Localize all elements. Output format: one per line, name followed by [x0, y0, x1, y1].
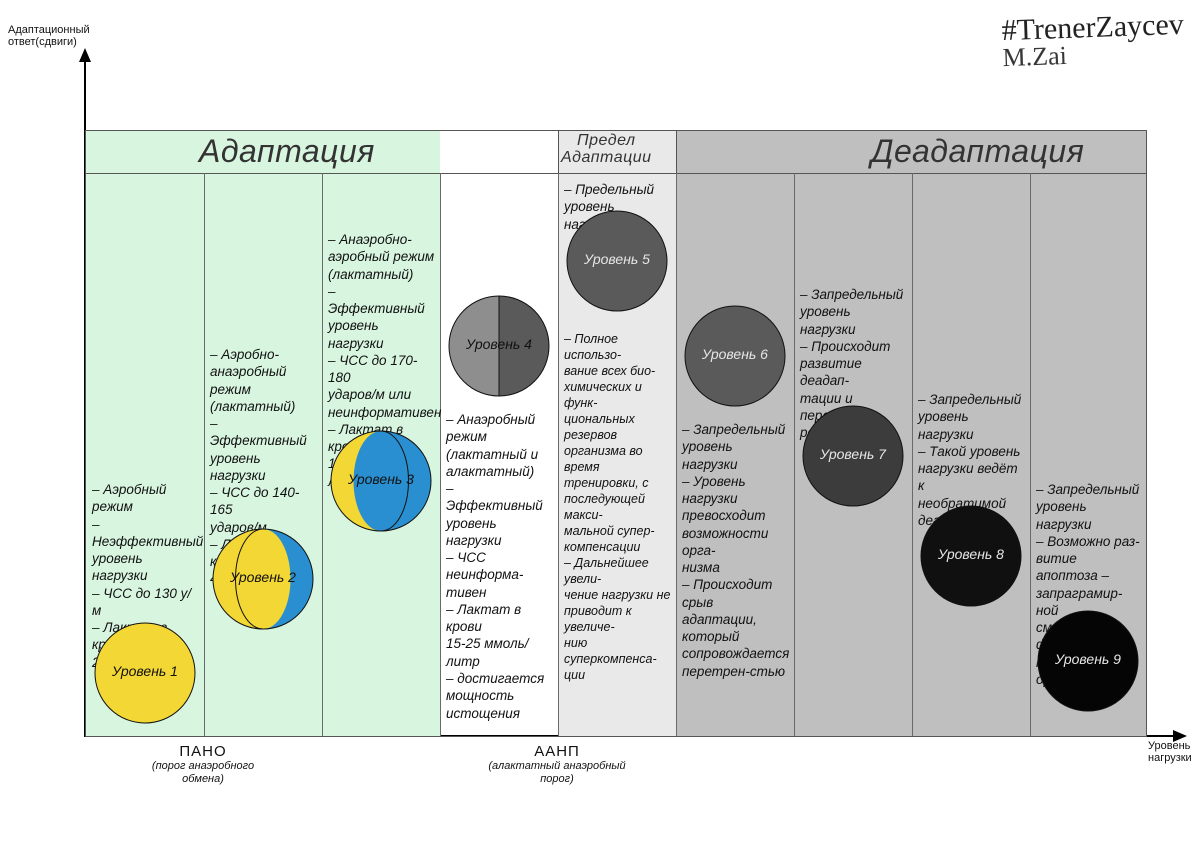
level-circle-label: Уровень 8: [919, 546, 1023, 562]
column-divider: [794, 173, 795, 736]
column-divider: [322, 173, 323, 736]
y-axis-arrow: [79, 48, 91, 62]
level-circle: Уровень 1: [93, 621, 197, 725]
level-circle-label: Уровень 1: [93, 663, 197, 679]
plot-area: АдаптацияПредел АдаптацииДеадаптация– Аэ…: [85, 130, 1147, 737]
level-circle-label: Уровень 7: [801, 446, 905, 462]
zone-title-adapt: Адаптация: [199, 133, 375, 170]
column-divider: [1030, 173, 1031, 736]
threshold-label: ААНП(алактатный анаэробный порог): [477, 743, 637, 786]
zone-title-limit: Предел Адаптации: [561, 133, 652, 167]
level-circle-label: Уровень 9: [1036, 651, 1140, 667]
y-axis-label: Адаптационный ответ(сдвиги): [8, 24, 90, 48]
column-divider: [558, 173, 559, 736]
header-divider: [86, 173, 1146, 174]
level-circle-label: Уровень 6: [683, 346, 787, 362]
zone-title-deadapt: Деадаптация: [871, 133, 1084, 170]
author-signature: #TrenerZaycevM.Zai: [1001, 5, 1185, 73]
column-divider: [204, 173, 205, 736]
level-circle-label: Уровень 2: [211, 569, 315, 585]
level-desc: – Запредельный уровень нагрузки – Уровен…: [682, 421, 790, 680]
level-circle: Уровень 9: [1036, 609, 1140, 713]
level-circle-label: Уровень 5: [565, 251, 669, 267]
level-circle-label: Уровень 4: [447, 336, 551, 352]
column-divider: [912, 173, 913, 736]
level-circle: Уровень 7: [801, 404, 905, 508]
level-circle-label: Уровень 3: [329, 471, 433, 487]
column-divider: [440, 173, 441, 736]
level-circle: Уровень 8: [919, 504, 1023, 608]
level-desc-extra: – Полное использо- вание всех био- химич…: [564, 331, 672, 683]
level-circle: Уровень 4: [447, 294, 551, 398]
column-divider: [676, 173, 677, 736]
level-circle: Уровень 5: [565, 209, 669, 313]
level-circle: Уровень 6: [683, 304, 787, 408]
level-desc: – Анаэробный режим (лактатный и алактатн…: [446, 411, 554, 722]
level-circle: Уровень 3: [329, 429, 433, 533]
x-axis-label: Уровень нагрузки: [1148, 740, 1192, 764]
level-circle: Уровень 2: [211, 527, 315, 631]
threshold-label: ПАНО(порог анаэробного обмена): [123, 743, 283, 786]
